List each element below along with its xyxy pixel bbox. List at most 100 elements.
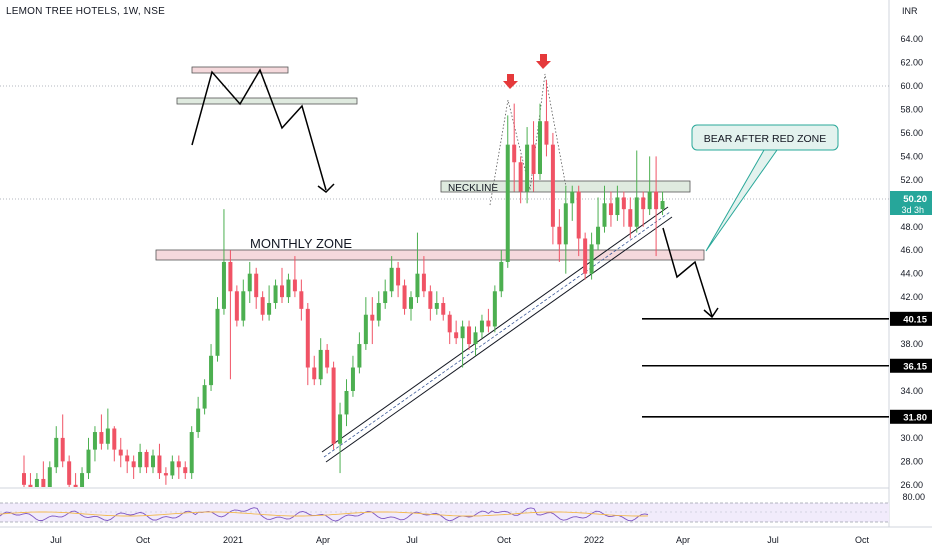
y-tick-label: 38.00 — [900, 339, 923, 349]
x-tick-label: 2021 — [223, 535, 243, 545]
monthly-zone — [155, 249, 705, 261]
sketch-zone-upper — [191, 66, 289, 74]
candle-up — [344, 390, 349, 415]
candle-down — [641, 197, 646, 210]
candle-down — [28, 484, 33, 487]
candle-down — [228, 261, 233, 292]
candle-down — [608, 203, 613, 216]
y-tick-label: 42.00 — [900, 292, 923, 302]
candle-down — [654, 191, 659, 210]
candle-up — [138, 451, 143, 468]
symbol-title: LEMON TREE HOTELS, 1W, NSE — [6, 6, 165, 17]
y-tick-label: 64.00 — [900, 34, 923, 44]
rsi-pane: 80.00 — [0, 492, 925, 523]
candle-up — [596, 226, 601, 245]
rsi-ma-line — [0, 511, 649, 517]
candle-up — [151, 455, 155, 468]
candle-up — [589, 244, 594, 274]
candle-down — [118, 449, 123, 456]
sketch-path — [191, 68, 327, 191]
candle-up — [189, 432, 194, 474]
candle-down — [518, 162, 523, 192]
x-tick-label: Apr — [316, 535, 330, 545]
candle-down — [583, 238, 588, 274]
trendline-mid — [323, 211, 671, 458]
candle-down — [73, 484, 78, 487]
candle-up — [473, 332, 478, 345]
red-arrow-right — [536, 54, 551, 69]
time-axis: Jul Oct 2021 Apr Jul Oct 2022 Apr Jul Oct — [50, 535, 869, 545]
y-tick-label: 48.00 — [900, 222, 923, 232]
candle-down — [421, 273, 426, 292]
candle-up — [492, 291, 497, 327]
x-tick-label: Oct — [855, 535, 870, 545]
candle-up — [318, 349, 323, 380]
candle-down — [621, 197, 626, 210]
candle-up — [389, 267, 394, 292]
candle-up — [570, 191, 575, 204]
y-tick-label: 60.00 — [900, 81, 923, 91]
target-label: 31.80 — [903, 412, 927, 423]
x-tick-label: Apr — [676, 535, 690, 545]
candle-down — [467, 326, 472, 345]
y-tick-label: 62.00 — [900, 58, 923, 68]
candle-down — [163, 473, 168, 476]
candle-up — [86, 449, 91, 474]
candle-up — [499, 261, 504, 292]
candle-up — [92, 432, 97, 450]
candle-down — [512, 144, 517, 163]
candle-up — [47, 467, 52, 487]
candle-up — [460, 326, 465, 339]
y-tick-label: 34.00 — [900, 386, 923, 396]
candle-up — [54, 437, 59, 468]
candle-up — [538, 121, 542, 174]
candle-down — [557, 226, 562, 245]
candle-down — [176, 461, 181, 468]
candle-up — [383, 291, 388, 304]
x-tick-label: Jul — [50, 535, 62, 545]
candle-up — [241, 291, 246, 321]
candle-down — [157, 455, 162, 474]
target-tag — [890, 409, 932, 424]
candle-down — [22, 473, 26, 485]
candle-up — [34, 478, 39, 487]
candle-up — [634, 197, 639, 227]
x-tick-label: Oct — [497, 535, 512, 545]
x-tick-label: Oct — [136, 535, 151, 545]
candle-up — [221, 261, 226, 309]
neckline-label: NECKLINE — [448, 183, 498, 194]
monthly-zone-label: MONTHLY ZONE — [250, 236, 352, 251]
candle-up — [615, 197, 620, 216]
rsi-level-label: 80.00 — [902, 492, 925, 502]
candle-down — [305, 308, 310, 368]
target-label: 40.15 — [903, 314, 927, 325]
candle-down — [144, 451, 149, 468]
candle-down — [67, 461, 72, 485]
x-tick-label: Jul — [406, 535, 418, 545]
red-arrow-left — [503, 74, 518, 89]
callout-text: BEAR AFTER RED ZONE — [704, 133, 827, 145]
candle-down — [254, 273, 259, 298]
candle-up — [267, 303, 272, 315]
candle-down — [402, 285, 407, 309]
candle-up — [409, 297, 413, 309]
candle-up — [563, 203, 568, 245]
x-tick-label: 2022 — [584, 535, 604, 545]
candle-up — [209, 355, 214, 386]
candle-down — [280, 285, 284, 298]
candle-down — [60, 437, 65, 462]
target-tag — [890, 358, 932, 373]
sketch-zone-lower — [176, 97, 358, 105]
candles — [22, 80, 665, 487]
candle-down — [125, 455, 130, 462]
candle-down — [331, 367, 336, 444]
candle-up — [196, 408, 201, 433]
callout-pointer — [705, 149, 778, 252]
y-tick-label: 46.00 — [900, 245, 923, 255]
candle-up — [505, 144, 510, 262]
candle-up — [376, 303, 381, 321]
candle-up — [647, 191, 652, 210]
target-levels: 40.15 36.15 31.80 — [642, 311, 932, 424]
